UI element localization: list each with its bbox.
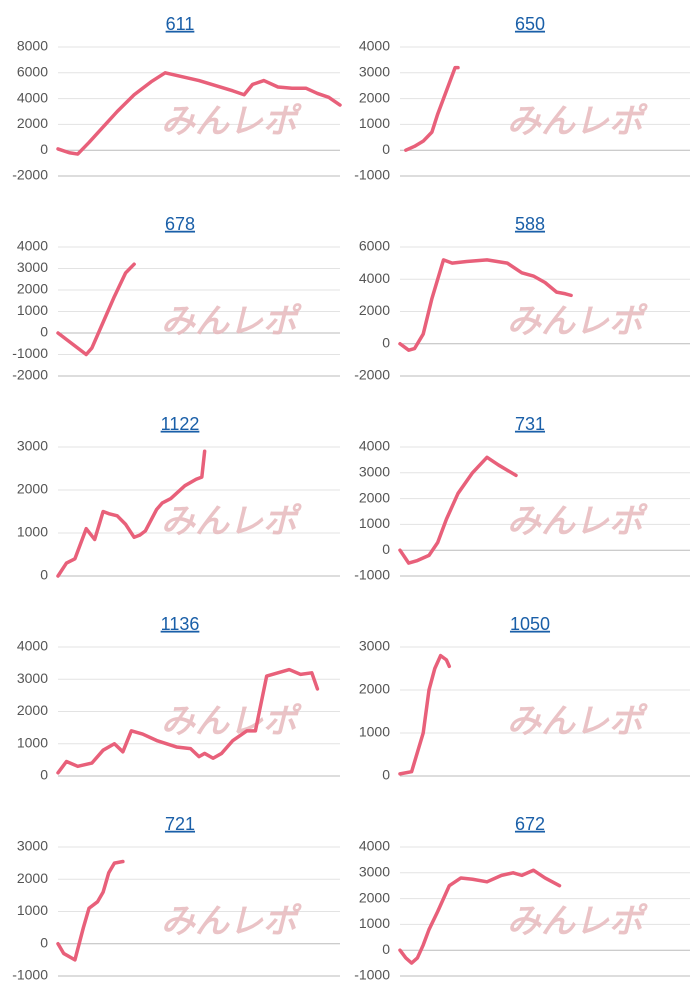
- y-tick-label: 1000: [17, 734, 48, 750]
- y-tick-label: 0: [382, 141, 390, 157]
- y-tick-label: 4000: [359, 270, 390, 286]
- y-tick-label: 1000: [17, 302, 48, 318]
- y-tick-label: 2000: [359, 489, 390, 505]
- y-tick-label: 4000: [17, 89, 48, 105]
- line-series: [398, 653, 452, 776]
- watermark: みんレポ: [161, 902, 302, 940]
- y-tick-label: 3000: [17, 838, 48, 854]
- y-tick-label: 1000: [359, 115, 390, 131]
- y-tick-label: 4000: [17, 238, 48, 254]
- y-tick-label: 3000: [17, 259, 48, 275]
- line-series: [398, 868, 562, 965]
- y-tick-label: 0: [40, 934, 48, 950]
- watermark: みんレポ: [507, 502, 648, 540]
- y-tick-label: -2000: [12, 167, 48, 183]
- y-tick-label: 2000: [359, 681, 390, 697]
- watermark: みんレポ: [161, 102, 302, 140]
- y-tick-label: 0: [382, 334, 390, 350]
- line-series: [56, 667, 320, 775]
- line-series: [398, 455, 518, 565]
- line-series: [404, 65, 460, 152]
- line-series: [56, 449, 207, 578]
- y-tick-label: 2000: [17, 481, 48, 497]
- y-tick-label: 4000: [359, 438, 390, 454]
- y-tick-label: 0: [40, 141, 48, 157]
- y-tick-label: 1000: [17, 902, 48, 918]
- chart-title[interactable]: 678: [165, 214, 195, 234]
- y-tick-label: 0: [382, 541, 390, 557]
- line-series: [56, 859, 125, 962]
- y-tick-label: 0: [40, 324, 48, 340]
- y-tick-label: -1000: [354, 967, 390, 983]
- watermark: みんレポ: [161, 502, 302, 540]
- watermark: みんレポ: [161, 702, 302, 740]
- watermark: みんレポ: [161, 302, 302, 340]
- y-tick-label: 0: [40, 767, 48, 783]
- y-tick-label: 2000: [359, 302, 390, 318]
- y-tick-label: 3000: [359, 638, 390, 654]
- y-tick-label: 2000: [17, 870, 48, 886]
- chart-title[interactable]: 1136: [161, 614, 200, 634]
- chart-title[interactable]: 650: [515, 14, 545, 34]
- y-tick-label: 3000: [17, 438, 48, 454]
- chart-title[interactable]: 1050: [510, 614, 550, 634]
- line-series: [398, 258, 573, 352]
- line-series: [56, 262, 136, 357]
- y-tick-label: 2000: [17, 115, 48, 131]
- watermark: みんレポ: [507, 302, 648, 340]
- y-tick-label: 2000: [17, 281, 48, 297]
- chart-title[interactable]: 611: [166, 14, 195, 34]
- watermark: みんレポ: [507, 102, 648, 140]
- y-tick-label: 1000: [359, 724, 390, 740]
- chart-title[interactable]: 672: [515, 814, 545, 834]
- y-tick-label: 0: [382, 767, 390, 783]
- y-tick-label: 4000: [17, 638, 48, 654]
- y-tick-label: 3000: [17, 670, 48, 686]
- y-tick-label: -1000: [12, 345, 48, 361]
- y-tick-label: 1000: [17, 524, 48, 540]
- line-series: [56, 71, 342, 156]
- chart-title[interactable]: 1122: [161, 414, 200, 434]
- y-tick-label: 2000: [359, 889, 390, 905]
- y-tick-label: 6000: [359, 238, 390, 254]
- y-tick-label: -2000: [354, 367, 390, 383]
- y-tick-label: 0: [40, 567, 48, 583]
- y-tick-label: 1000: [359, 915, 390, 931]
- y-tick-label: 2000: [17, 702, 48, 718]
- y-tick-label: 2000: [359, 89, 390, 105]
- chart-title[interactable]: 721: [165, 814, 195, 834]
- y-tick-label: 4000: [359, 838, 390, 854]
- y-tick-label: 0: [382, 941, 390, 957]
- y-tick-label: -1000: [354, 167, 390, 183]
- y-tick-label: 1000: [359, 515, 390, 531]
- y-tick-label: -1000: [354, 567, 390, 583]
- y-tick-label: 3000: [359, 864, 390, 880]
- watermark: みんレポ: [507, 902, 648, 940]
- y-tick-label: 8000: [17, 38, 48, 54]
- y-tick-label: 3000: [359, 64, 390, 80]
- chart-title[interactable]: 588: [515, 214, 545, 234]
- y-tick-label: -1000: [12, 967, 48, 983]
- chart-title[interactable]: 731: [515, 414, 545, 434]
- watermark: みんレポ: [507, 702, 648, 740]
- y-tick-label: 6000: [17, 64, 48, 80]
- y-tick-label: -2000: [12, 367, 48, 383]
- y-tick-label: 3000: [359, 464, 390, 480]
- y-tick-label: 4000: [359, 38, 390, 54]
